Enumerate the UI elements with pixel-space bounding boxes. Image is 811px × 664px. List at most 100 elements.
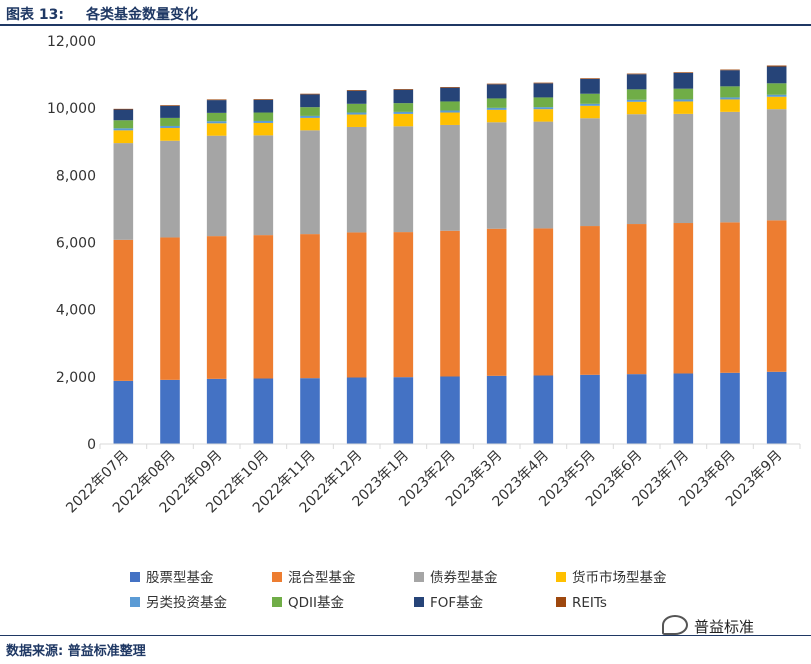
- legend-label: FOF基金: [430, 594, 484, 611]
- bar-segment: [486, 109, 507, 123]
- y-tick-label: 12,000: [47, 34, 96, 50]
- bar-segment: [113, 128, 134, 131]
- bar-segment: [486, 375, 507, 444]
- legend-swatch: [130, 572, 140, 582]
- bar-segment: [766, 109, 787, 221]
- bar-segment: [440, 110, 460, 113]
- bar-segment: [160, 127, 180, 141]
- bar-segment: [626, 114, 647, 225]
- bar-segment: [720, 97, 740, 100]
- bar-segment: [113, 380, 134, 444]
- bar-segment: [206, 100, 227, 113]
- bar-segment: [300, 234, 320, 379]
- bar-segment: [206, 135, 227, 237]
- watermark-text: 普益标准: [694, 618, 755, 636]
- bar-segment: [486, 84, 507, 99]
- bar-segment: [253, 235, 274, 379]
- bar-segment: [346, 126, 367, 233]
- legend-label: 另类投资基金: [146, 594, 227, 611]
- bar-segment: [580, 93, 600, 104]
- bar-segment: [720, 222, 740, 373]
- bar-segment: [160, 117, 180, 126]
- bar-segment: [393, 111, 414, 114]
- bar-segment: [113, 109, 134, 121]
- bar-segment: [720, 86, 740, 98]
- bar-segment: [253, 122, 274, 136]
- bar-segment: [673, 373, 694, 444]
- bar-segment: [720, 70, 740, 87]
- bar-segment: [346, 112, 367, 115]
- bar-segment: [160, 140, 180, 238]
- bar-segment: [253, 99, 274, 100]
- bar-segment: [300, 107, 320, 116]
- bar-segment: [393, 89, 414, 90]
- legend-label: 货币市场型基金: [572, 569, 667, 586]
- bar-segment: [533, 83, 554, 98]
- legend-swatch: [414, 572, 424, 582]
- source-divider: [0, 635, 811, 636]
- y-tick-label: 4,000: [56, 303, 96, 319]
- bar-segment: [673, 113, 694, 224]
- bar-segment: [533, 107, 554, 110]
- title-divider: [0, 24, 811, 26]
- bar-segment: [533, 228, 554, 376]
- bar-segment: [113, 143, 134, 240]
- legend-swatch: [272, 597, 282, 607]
- bar-segment: [393, 113, 414, 127]
- figure-title-text: 各类基金数量变化: [85, 7, 198, 23]
- bar-segment: [253, 378, 274, 444]
- bar-segment: [673, 99, 694, 102]
- bar-segment: [533, 121, 554, 229]
- bar-segment: [393, 232, 414, 378]
- bar-segment: [440, 87, 460, 88]
- bar-segment: [300, 93, 320, 95]
- bar-segment: [440, 101, 460, 111]
- bar-segment: [346, 103, 367, 113]
- figure-title: 图表 13: 各类基金数量变化: [6, 4, 198, 24]
- bar-segment: [206, 123, 227, 136]
- bar-segment: [580, 78, 600, 94]
- bar-segment: [720, 372, 740, 444]
- y-tick-label: 6,000: [56, 236, 96, 252]
- bar-segment: [580, 103, 600, 106]
- bar-segment: [206, 236, 227, 379]
- bar-segment: [533, 97, 554, 108]
- y-axis: 0 2,000 4,000 6,000 8,000 10,000 12,000: [47, 34, 96, 453]
- bar-segment: [626, 101, 647, 115]
- bar-segment: [440, 230, 460, 377]
- bar-segment: [766, 96, 787, 110]
- bar-segment: [766, 220, 787, 372]
- legend-label: 债券型基金: [430, 569, 498, 586]
- bar-segment: [113, 130, 134, 144]
- bar-segment: [626, 99, 647, 102]
- bar-segment: [346, 377, 367, 444]
- bar-segment: [580, 78, 600, 79]
- bar-segment: [113, 239, 134, 381]
- bar-segment: [253, 112, 274, 121]
- bar-segment: [300, 117, 320, 131]
- legend-swatch: [556, 572, 566, 582]
- bar-segment: [253, 135, 274, 236]
- x-axis: 2022年07月2022年08月2022年09月2022年10月2022年11月…: [63, 443, 801, 516]
- bar-segment: [300, 378, 320, 444]
- bar-segment: [253, 120, 274, 123]
- bar-segment: [533, 109, 554, 122]
- bar-segment: [626, 89, 647, 100]
- y-tick-label: 0: [87, 437, 96, 453]
- bar-segment: [113, 108, 134, 110]
- bar-segment: [673, 101, 694, 114]
- stacked-bar-chart: 0 2,000 4,000 6,000 8,000 10,000 12,000 2022年0…: [47, 34, 801, 611]
- bar-segment: [346, 90, 367, 91]
- bar-segment: [580, 374, 600, 444]
- bar-segment: [393, 126, 414, 233]
- bar-segment: [673, 72, 694, 89]
- bar-segment: [160, 105, 180, 106]
- legend-label: 股票型基金: [146, 569, 214, 586]
- bar-segment: [486, 107, 507, 110]
- bar-segment: [720, 69, 740, 71]
- bar-segment: [300, 130, 320, 235]
- bar-segment: [253, 99, 274, 113]
- bar-segment: [626, 224, 647, 375]
- bar-segment: [486, 228, 507, 376]
